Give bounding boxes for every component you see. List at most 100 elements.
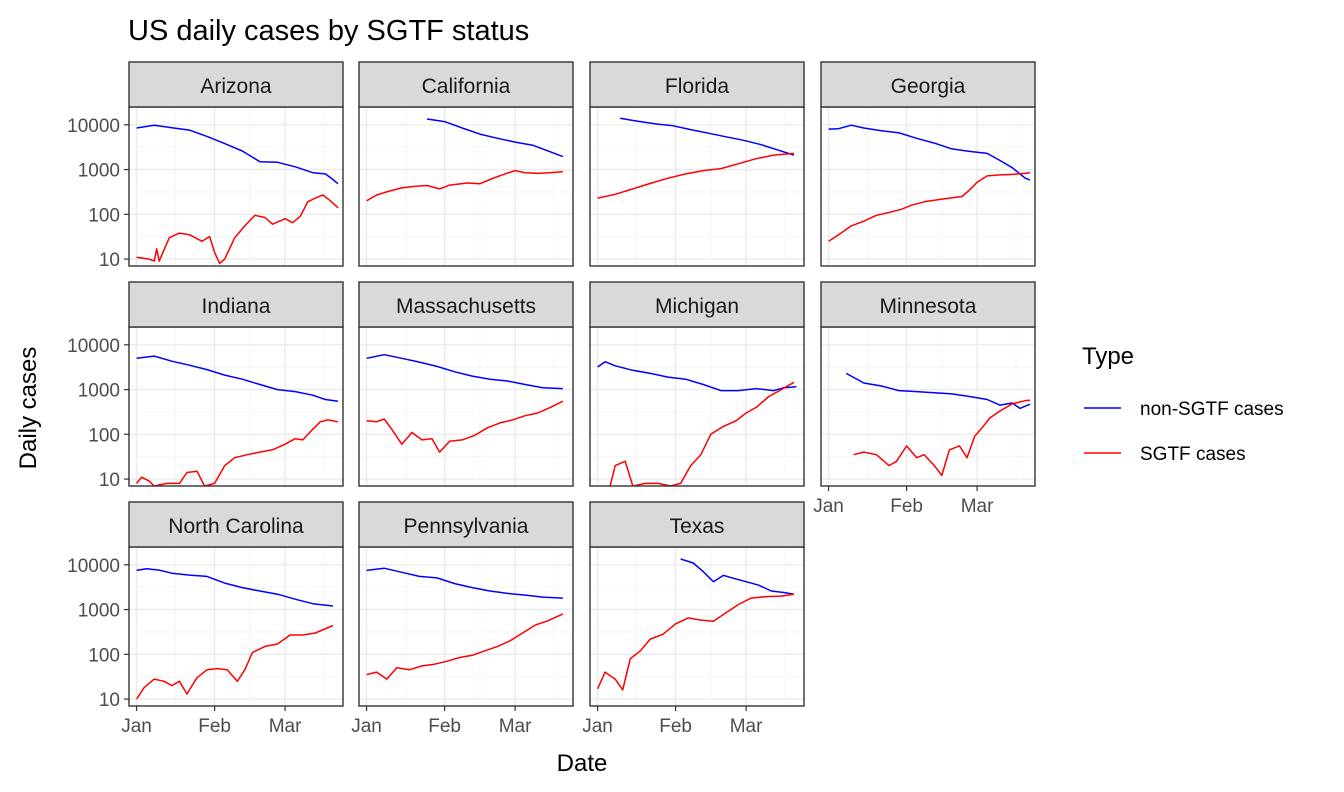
y-tick-label: 100 xyxy=(88,425,120,446)
panel-minnesota: Minnesota Jan Feb Mar xyxy=(813,281,1036,517)
sgtf-cases-line xyxy=(828,171,1031,242)
non-sgtf-cases-line xyxy=(426,118,564,158)
facet-strip-label: Pennsylvania xyxy=(404,515,529,538)
series-group xyxy=(366,567,564,680)
panel-pennsylvania: Pennsylvania Jan Feb Mar xyxy=(351,501,574,737)
panel-background xyxy=(821,327,1035,486)
facet-strip-label: California xyxy=(422,75,511,98)
panel-indiana: Indiana 10 100 1000 10000 xyxy=(67,281,344,491)
panel-background xyxy=(359,327,573,486)
non-sgtf-cases-line xyxy=(366,353,563,390)
sgtf-cases-line xyxy=(136,419,339,486)
legend-title: Type xyxy=(1082,343,1134,370)
y-tick-label: 1000 xyxy=(78,161,120,182)
sgtf-cases-line xyxy=(596,593,795,691)
gridlines xyxy=(590,547,804,706)
panel-background xyxy=(821,107,1035,266)
y-tick-label: 10 xyxy=(99,470,120,491)
x-tick-label: Jan xyxy=(582,716,613,737)
sgtf-cases-line xyxy=(366,169,563,202)
y-tick-label: 10 xyxy=(99,250,120,271)
x-tick-label: Feb xyxy=(198,716,231,737)
facet-strip xyxy=(358,281,574,328)
panel-massachusetts: Massachusetts xyxy=(358,281,574,487)
facet-strip-label: Michigan xyxy=(655,295,739,318)
panel-florida: Florida xyxy=(589,61,805,267)
legend-label: SGTF cases xyxy=(1140,444,1246,465)
non-sgtf-cases-line xyxy=(136,124,339,185)
gridlines xyxy=(821,327,1035,486)
gridlines xyxy=(821,107,1035,266)
facet-strip xyxy=(358,501,574,548)
gridlines xyxy=(129,107,343,266)
y-tick-label: 100 xyxy=(88,205,120,226)
non-sgtf-cases-line xyxy=(845,372,1031,410)
non-sgtf-cases-line xyxy=(366,567,563,599)
gridlines xyxy=(129,547,343,706)
non-sgtf-cases-line xyxy=(828,124,1031,181)
facet-strip-label: Massachusetts xyxy=(396,295,536,318)
sgtf-cases-line xyxy=(366,400,564,453)
x-tick-label: Mar xyxy=(269,716,302,737)
facet-strip xyxy=(820,61,1036,108)
y-tick-label: 10000 xyxy=(67,556,120,577)
panel-background xyxy=(359,547,573,706)
legend-entries: non-SGTF cases SGTF cases xyxy=(1084,399,1284,465)
sgtf-cases-line xyxy=(366,613,564,680)
panel-background xyxy=(590,107,804,266)
sgtf-cases-line xyxy=(609,381,795,486)
y-tick-label: 10000 xyxy=(67,116,120,137)
panel-background xyxy=(129,327,343,486)
facet-strip xyxy=(589,501,805,548)
facet-strip xyxy=(589,281,805,328)
chart-title: US daily cases by SGTF status xyxy=(128,15,529,47)
facet-strip-label: Indiana xyxy=(202,295,271,318)
series-group xyxy=(366,118,564,202)
legend-item-non-sgtf-cases: non-SGTF cases xyxy=(1084,399,1284,420)
sgtf-cases-line xyxy=(597,152,794,199)
panel-background xyxy=(129,107,343,266)
x-tick-label: Feb xyxy=(890,496,923,517)
non-sgtf-cases-line xyxy=(136,355,339,402)
x-tick-label: Mar xyxy=(730,716,763,737)
facet-strip-label: Arizona xyxy=(200,75,272,98)
y-tick-label: 10000 xyxy=(67,336,120,357)
x-axis-title: Date xyxy=(557,750,608,777)
series-group xyxy=(597,117,795,199)
y-tick-label: 100 xyxy=(88,645,120,666)
facet-strip xyxy=(358,61,574,108)
y-axis-title: Daily cases xyxy=(15,347,42,470)
facet-strip-label: Florida xyxy=(665,75,730,98)
sgtf-cases-line xyxy=(135,624,334,700)
series-group xyxy=(597,360,797,486)
non-sgtf-cases-line xyxy=(136,567,333,607)
gridlines xyxy=(590,107,804,266)
panel-georgia: Georgia xyxy=(820,61,1036,267)
non-sgtf-cases-line xyxy=(597,360,797,392)
legend: Type non-SGTF cases SGTF cases xyxy=(1082,343,1284,465)
series-group xyxy=(366,353,564,453)
panel-background xyxy=(590,547,804,706)
facet-strip-label: North Carolina xyxy=(168,515,304,538)
x-tick-label: Mar xyxy=(499,716,532,737)
facet-strip xyxy=(589,61,805,108)
panel-arizona: Arizona 10 100 1000 10000 xyxy=(67,61,344,271)
facet-strip xyxy=(128,501,344,548)
non-sgtf-cases-line xyxy=(620,117,795,156)
facet-strip xyxy=(820,281,1036,328)
panel-background xyxy=(359,107,573,266)
facet-strip xyxy=(128,61,344,108)
facet-strip-label: Minnesota xyxy=(880,295,977,318)
panel-texas: Texas Jan Feb Mar xyxy=(582,501,805,737)
y-tick-label: 10 xyxy=(99,690,120,711)
sgtf-cases-line xyxy=(136,194,339,265)
legend-item-sgtf-cases: SGTF cases xyxy=(1084,444,1246,465)
series-group xyxy=(136,355,339,486)
facet-panels: Arizona 10 100 1000 10000 California Florida Ge… xyxy=(67,61,1036,737)
y-tick-label: 1000 xyxy=(78,381,120,402)
x-tick-label: Feb xyxy=(428,716,461,737)
series-group xyxy=(845,372,1031,477)
non-sgtf-cases-line xyxy=(680,558,795,595)
facet-strip-label: Texas xyxy=(670,515,725,538)
